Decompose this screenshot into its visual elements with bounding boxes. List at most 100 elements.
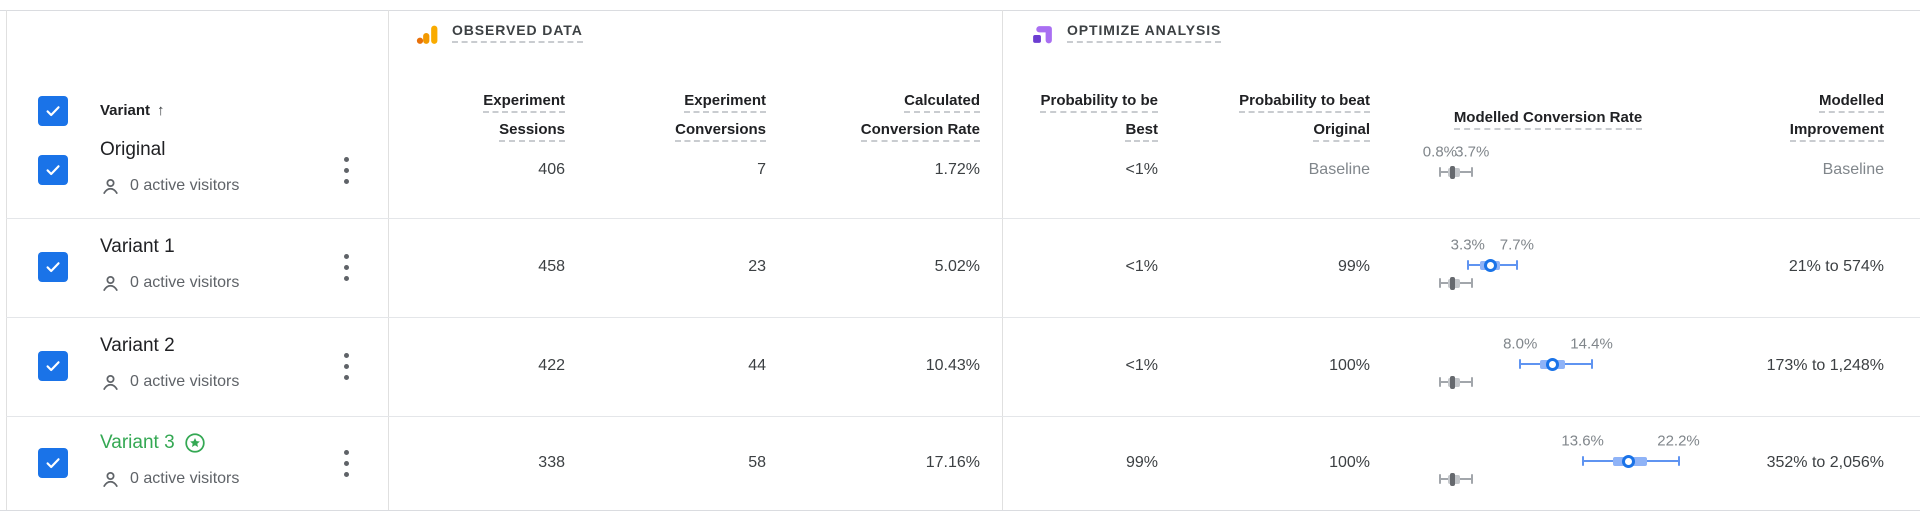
table-bottom-border: [0, 510, 1920, 511]
modelled-rate-interval-chart: 0.8% 3.7%: [1400, 123, 1720, 218]
menu-dot: [344, 254, 349, 259]
section-divider-observed-optimize: [1002, 10, 1003, 510]
menu-dot: [344, 276, 349, 281]
column-header-text: Improvement: [1789, 120, 1884, 142]
interval-whisker-cap: [1438, 278, 1441, 288]
interval-whisker-cap: [1438, 474, 1441, 484]
menu-dot: [344, 179, 349, 184]
checkmark-icon: [46, 262, 60, 273]
variant-name: Original: [100, 139, 166, 160]
experiment-sessions-value: 458: [538, 258, 565, 275]
modelled-rate-interval-chart: 3.3% 7.7%: [1400, 218, 1720, 317]
observed-data-section-header: OBSERVED DATA: [415, 22, 583, 52]
column-header-conversions[interactable]: Experiment Conversions: [675, 86, 766, 144]
menu-dot: [344, 450, 349, 455]
row-checkbox[interactable]: [38, 448, 68, 478]
menu-dot: [344, 265, 349, 270]
interval-whisker-cap: [1515, 260, 1518, 270]
interval-median-marker: [1483, 258, 1497, 272]
interval-bound-label: 14.4%: [1570, 335, 1613, 353]
interval-bound-label: 0.8%: [1422, 143, 1458, 161]
probability-best-value: <1%: [1125, 357, 1158, 374]
menu-dot: [344, 353, 349, 358]
variant-name: Variant 3: [100, 432, 175, 453]
interval-whisker-cap: [1677, 456, 1680, 466]
probability-beat-original-value: 99%: [1337, 258, 1370, 275]
row-checkbox[interactable]: [38, 155, 68, 185]
interval-bound-label: 8.0%: [1503, 335, 1538, 353]
interval-bound-label: 3.3%: [1450, 236, 1485, 254]
experiment-conversions-value: 44: [748, 357, 766, 374]
column-header-text: Sessions: [499, 120, 565, 142]
column-header-line: Conversion Rate: [860, 115, 980, 144]
column-header-text: Probability to be: [1040, 91, 1158, 113]
row-checkbox[interactable]: [38, 252, 68, 282]
select-all-checkbox[interactable]: [38, 96, 68, 126]
probability-beat-original-value: 100%: [1329, 454, 1370, 471]
analytics-bars-icon: [415, 22, 440, 52]
column-header-line: Original: [1239, 115, 1370, 144]
person-icon: [103, 471, 118, 487]
menu-dot: [344, 364, 349, 369]
row-menu-button[interactable]: [340, 153, 353, 188]
variant-name-row: Variant 1: [100, 234, 175, 260]
probability-best-value: <1%: [1125, 258, 1158, 275]
column-header-line: Modelled: [1790, 86, 1884, 115]
column-header-text: Experiment: [684, 91, 766, 113]
modelled-improvement-value: 21% to 574%: [1788, 258, 1884, 275]
checkmark-icon: [46, 106, 60, 117]
person-icon: [103, 178, 118, 194]
column-header-line: Modelled Conversion Rate: [1388, 103, 1708, 132]
column-header-modelled_cr[interactable]: Modelled Conversion Rate: [1388, 103, 1708, 132]
variant-column-header[interactable]: Variant ↑: [100, 102, 165, 119]
baseline-center-tick: [1449, 472, 1455, 486]
active-visitors: 0 active visitors: [100, 270, 239, 296]
column-header-text: Calculated: [904, 91, 980, 113]
modelled-improvement-value: 173% to 1,248%: [1766, 357, 1884, 374]
probability-best-value: 99%: [1125, 454, 1158, 471]
column-header-conv_rate[interactable]: Calculated Conversion Rate: [860, 86, 980, 144]
column-header-prob_beat[interactable]: Probability to beat Original: [1239, 86, 1370, 144]
interval-bound-label: 3.7%: [1455, 143, 1490, 161]
row-menu-button[interactable]: [340, 349, 353, 384]
experiment-sessions-value: 422: [538, 357, 565, 374]
row-menu-button[interactable]: [340, 446, 353, 481]
active-visitors-label: 0 active visitors: [130, 274, 240, 291]
column-header-text: Experiment: [483, 91, 565, 113]
column-header-line: Experiment: [675, 86, 766, 115]
active-visitors-label: 0 active visitors: [130, 470, 240, 487]
probability-best-value: <1%: [1125, 161, 1158, 178]
active-visitors-label: 0 active visitors: [130, 373, 240, 390]
active-visitors: 0 active visitors: [100, 466, 239, 492]
column-header-improvement[interactable]: Modelled Improvement: [1789, 86, 1884, 144]
column-header-text: Original: [1313, 120, 1370, 142]
column-header-line: Improvement: [1789, 115, 1884, 144]
column-header-prob_best[interactable]: Probability to be Best: [1040, 86, 1158, 144]
column-header-line: Sessions: [483, 115, 565, 144]
optimize-logo-icon: [1030, 22, 1055, 52]
baseline-center-tick: [1449, 276, 1455, 290]
experiment-conversions-value: 7: [757, 161, 766, 178]
row-checkbox[interactable]: [38, 351, 68, 381]
interval-bound-label: 7.7%: [1499, 236, 1534, 254]
probability-beat-original-value: 100%: [1329, 357, 1370, 374]
variant-name-row: Original: [100, 137, 165, 163]
modelled-improvement-value: Baseline: [1822, 161, 1884, 178]
column-header-sessions[interactable]: Experiment Sessions: [483, 86, 565, 144]
row-menu-button[interactable]: [340, 250, 353, 285]
interval-whisker-cap: [1466, 260, 1469, 270]
person-icon: [103, 275, 118, 291]
conversion-rate-value: 10.43%: [925, 357, 980, 374]
interval-median-marker: [1621, 454, 1635, 468]
table-top-border: [0, 10, 1920, 11]
column-header-line: Probability to be: [1040, 86, 1158, 115]
menu-dot: [344, 157, 349, 162]
interval-whisker-cap: [1471, 167, 1474, 177]
row-divider: [6, 416, 1920, 417]
column-header-text: Conversions: [675, 120, 766, 142]
menu-dot: [344, 375, 349, 380]
interval-whisker-cap: [1519, 359, 1522, 369]
modelled-improvement-value: 352% to 2,056%: [1766, 454, 1884, 471]
sort-ascending-icon: ↑: [157, 102, 165, 119]
